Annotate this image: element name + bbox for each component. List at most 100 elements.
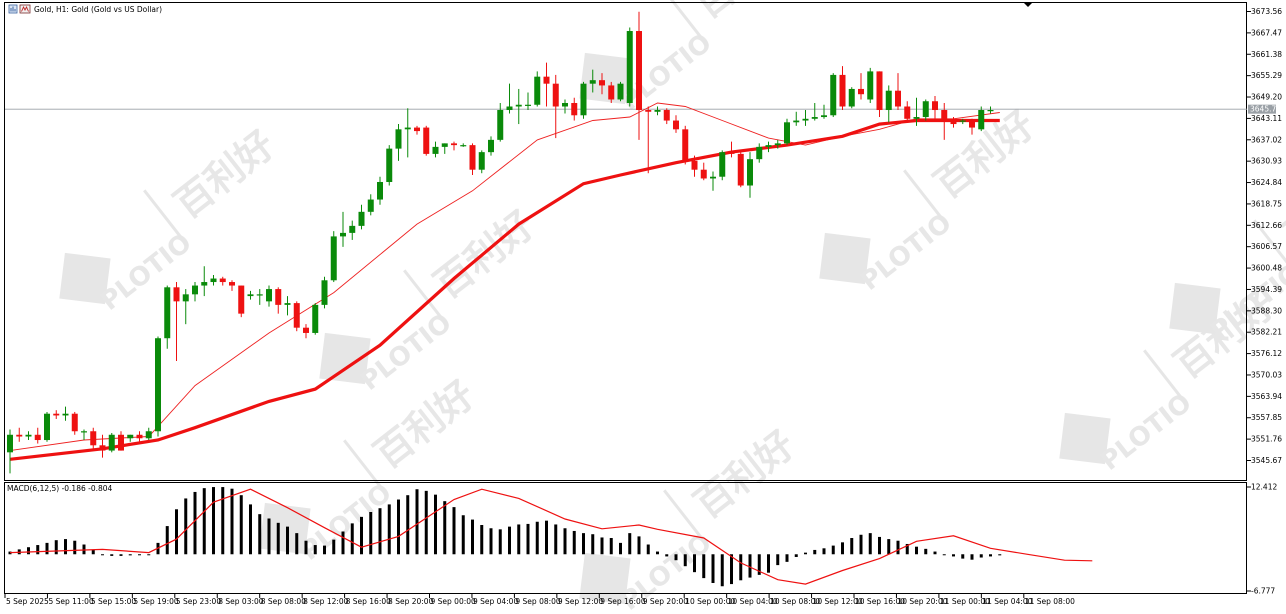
candle-body [201,282,208,286]
candle-body [414,127,420,132]
candle-body [830,74,837,116]
macd-bar [239,495,243,555]
candle [182,289,189,325]
macd-bar [82,544,86,555]
time-axis-label: 9 Sep 12:00 [558,597,604,606]
price-axis-label: 3557.85 [1251,413,1282,422]
macd-bar [776,554,780,566]
candle [136,431,143,442]
candle-body [839,74,846,107]
candle-body [90,431,97,446]
macd-bar [804,552,807,555]
candle-body [164,287,171,339]
macd-bar [461,515,465,555]
watermark-logo-mark [1169,282,1221,335]
macd-bar [619,542,622,555]
time-axis-label: 9 Sep 16:00 [600,597,646,606]
candle [25,431,32,441]
macd-bar [517,524,521,555]
macd-bar [387,504,391,555]
candle-body [34,434,41,441]
candle [784,118,790,146]
candle-body [127,434,134,439]
macd-bar [878,536,881,555]
time-axis-label: 8 Sep 16:00 [346,597,392,606]
candle [987,106,994,114]
macd-bar [665,554,669,557]
candle-body [395,129,402,149]
macd-bar [489,528,493,555]
candle-body [932,101,938,111]
candle-body [275,289,282,305]
macd-bar [415,489,419,555]
price-pane-frame [4,2,1247,481]
candle-body [192,285,198,295]
time-axis-label: 5 Sep 15:00 [91,597,137,606]
macd-bar [609,538,613,555]
candle-body [377,181,383,200]
time-axis-label: 11 Sep 00:00 [940,597,990,606]
macd-bar [767,554,770,573]
macd-histogram [8,487,1002,587]
watermark-divider [343,439,389,497]
time-axis-label: 5 Sep 2025 [6,597,49,606]
candle [728,141,735,158]
shift-marker-icon[interactable] [1024,3,1032,7]
candle [497,102,504,142]
candle [62,406,69,421]
macd-bar [193,491,197,555]
candle-body [663,110,670,121]
candle [515,88,522,125]
time-axis-label: 10 Sep 12:00 [813,597,863,606]
macd-bar [905,543,909,555]
candle-body [367,199,374,212]
candle [34,427,41,444]
candle-body [219,278,226,283]
macd-bar [91,549,95,555]
macd-signal-line [9,488,1093,585]
candle [155,336,161,437]
candle-body [589,80,596,84]
candle [284,296,291,316]
watermark-divider [143,189,189,247]
macd-bar [175,509,178,555]
candle [238,285,245,318]
candle-body [913,117,920,119]
candle-body [682,129,689,161]
macd-bar [822,548,826,555]
candle-body [793,120,800,123]
candle-body [811,117,818,119]
macd-bar [683,554,687,567]
watermark-divider [663,489,709,547]
candle-body [432,146,439,154]
watermark-divider [403,269,449,327]
price-axis-label: 3673.56 [1251,7,1282,16]
candle [969,118,975,135]
candle [423,125,430,156]
watermark-cn: 百利好 [686,0,803,27]
candle [145,427,152,441]
candle-body [256,294,263,296]
macd-bar [794,554,798,557]
macd-bar [443,501,447,555]
macd-bar [360,516,363,555]
time-axis-label: 9 Sep 04:00 [473,597,519,606]
macd-bar [73,540,77,555]
candle-body [636,31,642,111]
macd-bar [508,526,511,555]
candle [876,71,883,118]
candle [386,145,393,186]
candle-body [71,413,78,432]
watermark-divider [663,0,709,47]
candle-body [562,102,568,107]
macd-bar [896,540,900,555]
candle [451,141,457,151]
watermark-divider [1253,219,1286,277]
candle-body [987,110,994,112]
candle-body [922,101,929,118]
